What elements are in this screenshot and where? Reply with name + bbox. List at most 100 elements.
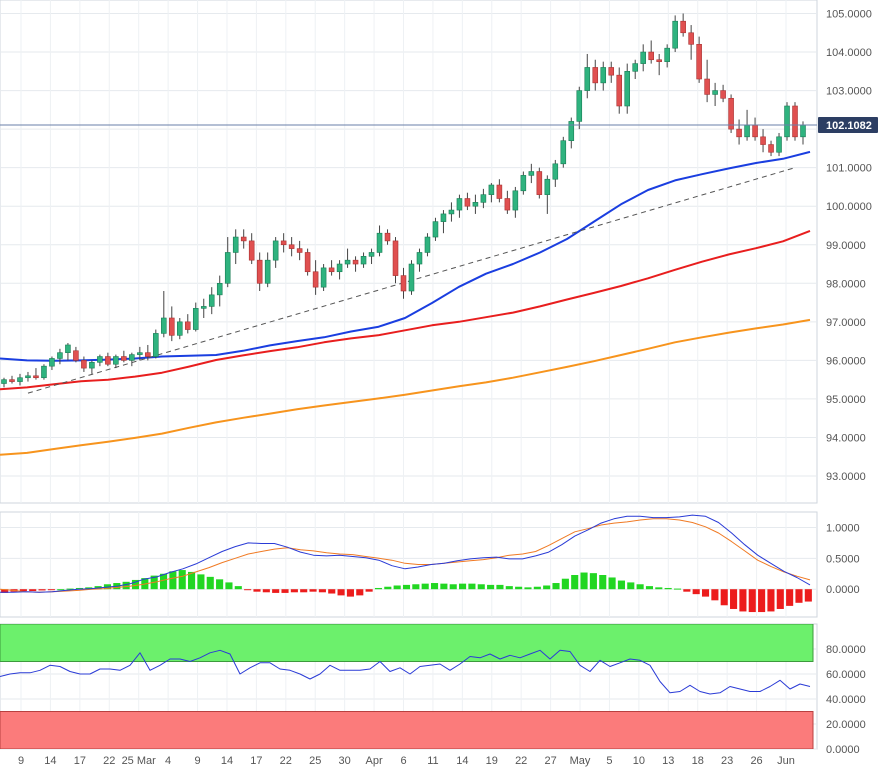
macd-bar-negative: [337, 589, 345, 596]
candle-up: [472, 202, 479, 207]
candle-down: [400, 275, 407, 292]
ma-blue-line: [0, 150, 811, 362]
last-price-label: 102.1082: [826, 120, 872, 132]
candle-up: [408, 263, 415, 292]
x-tick-label: 27: [544, 755, 556, 767]
x-tick-label: 5: [606, 755, 612, 767]
rsi-line: [0, 649, 811, 695]
candle-up: [57, 352, 63, 359]
candle-down: [81, 360, 87, 369]
macd-bar-negative: [309, 589, 317, 592]
x-tick-label: Jun: [777, 755, 795, 767]
macd-bar-negative: [786, 589, 794, 606]
x-tick-label: 26: [750, 755, 762, 767]
candle-up: [232, 236, 239, 253]
macd-bar-positive: [384, 586, 392, 590]
candle-up: [416, 252, 423, 265]
candle-down: [304, 252, 311, 273]
x-tick-label: 25 Mar: [122, 755, 157, 767]
x-tick-label: 17: [74, 755, 86, 767]
candle-down: [616, 74, 623, 107]
macd-bar-negative: [795, 589, 803, 603]
candle-up: [552, 163, 559, 180]
macd-bar-positive: [477, 584, 485, 590]
macd-bar-positive: [374, 587, 383, 590]
macd-bar-negative: [758, 589, 766, 613]
rsi-tick-label: 40.0000: [826, 694, 866, 706]
candle-up: [376, 232, 383, 253]
candle-up: [576, 90, 583, 122]
macd-bar-positive: [543, 585, 551, 590]
candle-up: [560, 140, 567, 165]
candle-up: [600, 67, 607, 84]
candle-down: [256, 259, 263, 284]
x-tick-label: 17: [250, 755, 262, 767]
macd-bar-positive: [412, 584, 420, 590]
candle-up: [520, 175, 527, 192]
candle-up: [344, 259, 351, 265]
macd-bar-negative: [328, 589, 336, 594]
macd-bar-positive: [515, 586, 523, 590]
x-tick-label: 22: [515, 755, 527, 767]
macd-bar-positive: [393, 585, 401, 590]
candle-down: [184, 321, 191, 330]
macd-bar-negative: [253, 589, 261, 592]
candle-down: [105, 356, 111, 365]
candle-down: [504, 198, 511, 211]
x-tick-label: 22: [280, 755, 292, 767]
candle-up: [177, 321, 183, 336]
candle-up: [272, 240, 279, 261]
x-tick-label: Apr: [366, 755, 383, 767]
ma-red-line: [0, 229, 811, 391]
macd-bar-negative: [730, 589, 738, 609]
macd-bar-negative: [300, 589, 308, 593]
macd-bar-positive: [206, 576, 214, 590]
macd-bar-positive: [66, 588, 74, 590]
macd-bar-positive: [645, 586, 654, 590]
macd-bar-positive: [580, 572, 588, 590]
candle-up: [640, 51, 646, 64]
candle-down: [73, 350, 79, 361]
x-tick-label: May: [570, 755, 591, 767]
price-tick-label: 95.0000: [826, 394, 866, 406]
macd-bar-positive: [524, 587, 532, 590]
candle-up: [512, 190, 519, 211]
candle-up: [161, 317, 167, 334]
candle-down: [680, 20, 686, 34]
candle-down: [145, 352, 151, 357]
macd-bar-negative: [244, 589, 252, 591]
price-tick-label: 94.0000: [826, 432, 866, 444]
candle-down: [592, 67, 599, 84]
macd-bar-positive: [673, 588, 682, 590]
macd-bar-negative: [683, 589, 691, 592]
x-tick-label: 14: [44, 755, 56, 767]
candle-down: [9, 379, 15, 382]
price-tick-label: 96.0000: [826, 355, 866, 367]
candle-up: [544, 178, 551, 195]
candle-up: [153, 333, 159, 357]
x-tick-label: 22: [103, 755, 115, 767]
candle-down: [720, 90, 726, 99]
macd-bar-negative: [290, 589, 298, 593]
ma-orange-line: [0, 318, 811, 456]
candle-down: [696, 44, 702, 80]
macd-bar-positive: [505, 586, 513, 590]
price-tick-label: 98.0000: [826, 278, 866, 290]
rsi-bands: [0, 624, 814, 749]
macd-bar-negative: [804, 589, 812, 602]
candle-down: [752, 124, 758, 138]
macd-bar-negative: [701, 589, 710, 597]
rsi-tick-label: 20.0000: [826, 719, 866, 731]
x-tick-label: 19: [486, 755, 498, 767]
x-tick-label: 9: [194, 755, 200, 767]
candle-up: [192, 308, 199, 330]
macd-bar-positive: [655, 587, 663, 590]
candle-up: [208, 294, 215, 307]
candle-down: [536, 171, 543, 195]
candle-down: [728, 97, 734, 130]
candle-up: [25, 375, 31, 379]
x-tick-label: 6: [400, 755, 406, 767]
candle-down: [648, 51, 654, 61]
macd-bar-positive: [561, 578, 569, 590]
